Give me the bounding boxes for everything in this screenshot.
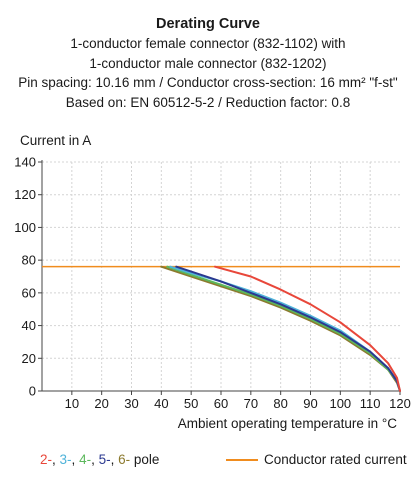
legend-sep: , — [52, 452, 60, 467]
series-line-3-pole — [169, 265, 401, 392]
y-tick-label: 60 — [22, 285, 36, 300]
x-tick-label: 50 — [184, 396, 198, 411]
y-tick-label: 0 — [29, 384, 36, 399]
x-tick-label: 110 — [360, 396, 381, 411]
pole-legend: 2-, 3-, 4-, 5-, 6- pole — [40, 452, 159, 467]
x-tick-label: 80 — [273, 396, 287, 411]
legend-pole-word: pole — [130, 452, 160, 467]
rated-current-swatch — [226, 458, 258, 461]
rated-current-legend: Conductor rated current — [226, 452, 407, 467]
x-tick-label: 40 — [154, 396, 168, 411]
rated-current-label: Conductor rated current — [264, 452, 407, 467]
x-tick-label: 100 — [329, 396, 351, 411]
series-line-5-pole — [175, 265, 401, 392]
y-tick-label: 40 — [22, 318, 36, 333]
x-tick-label: 70 — [244, 396, 258, 411]
subtitle-line-1: 1-conductor female connector (832-1102) … — [70, 36, 346, 51]
y-axis-label: Current in A — [20, 133, 91, 148]
x-tick-label: 30 — [124, 396, 138, 411]
y-tick-label: 80 — [22, 253, 36, 268]
subtitle-line-2: 1-conductor male connector (832-1202) — [89, 55, 327, 71]
chart-header: Derating Curve 1-conductor female connec… — [0, 14, 416, 112]
x-tick-label: 90 — [303, 396, 317, 411]
legend-6-pole: 6- — [118, 452, 131, 467]
series-line-6-pole — [160, 265, 401, 392]
y-tick-label: 100 — [14, 220, 36, 235]
y-tick-label: 140 — [14, 155, 36, 170]
subtitle-line-4: Based on: EN 60512-5-2 / Reduction facto… — [65, 94, 351, 110]
chart-title: Derating Curve — [156, 16, 260, 32]
y-tick-label: 120 — [14, 187, 36, 202]
x-tick-label: 20 — [94, 396, 108, 411]
legend-sep: , — [110, 452, 119, 467]
legend-sep: , — [71, 452, 80, 467]
legend-3-pole: 3- — [59, 452, 72, 467]
series-line-2-pole — [214, 265, 401, 392]
legend-5-pole: 5- — [98, 452, 111, 467]
x-tick-label: 60 — [214, 396, 228, 411]
x-tick-label: 120 — [389, 396, 411, 411]
legend-4-pole: 4- — [79, 452, 92, 467]
legend-2-pole: 2- — [40, 452, 53, 467]
subtitle-line-3: Pin spacing: 10.16 mm / Conductor cross-… — [18, 75, 398, 90]
series-line-4-pole — [166, 265, 401, 392]
y-tick-label: 20 — [22, 351, 36, 366]
legend-sep: , — [91, 452, 99, 467]
x-tick-label: 10 — [65, 396, 79, 411]
x-axis-label: Ambient operating temperature in °C — [178, 416, 398, 431]
